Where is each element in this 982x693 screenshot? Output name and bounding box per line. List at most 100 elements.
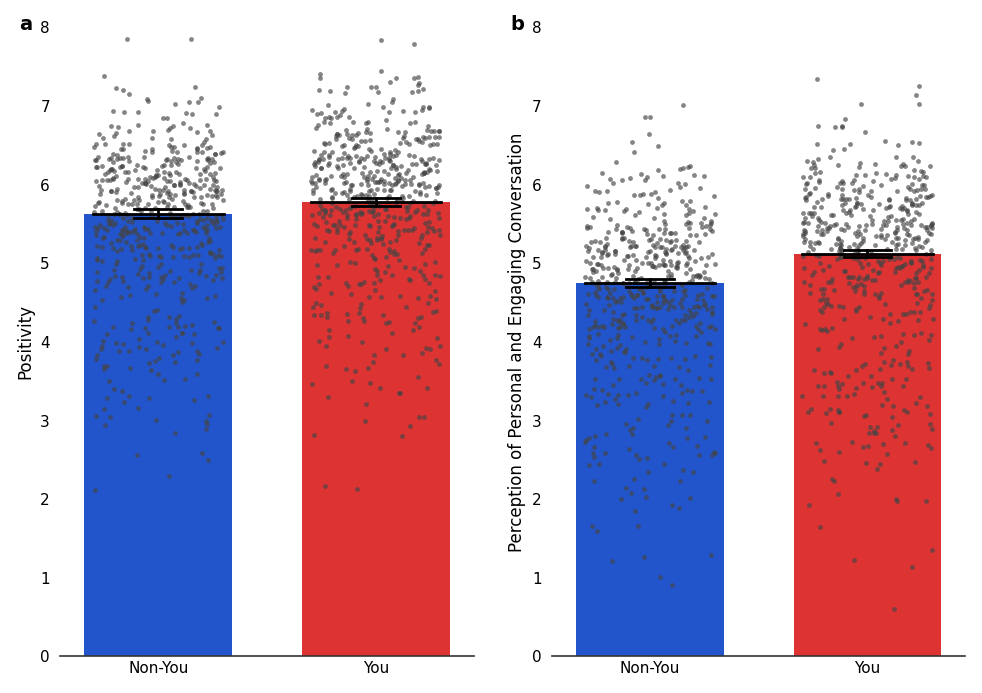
- Point: [594, 167, 610, 178]
- Point: [580, 339, 596, 350]
- Point: [100, 215, 116, 226]
- Point: [167, 179, 183, 191]
- Point: [144, 192, 160, 203]
- Point: [605, 178, 621, 189]
- Point: [671, 362, 686, 373]
- Point: [684, 310, 700, 322]
- Point: [307, 297, 323, 308]
- Point: [811, 238, 827, 249]
- Point: [923, 219, 939, 230]
- Point: [599, 186, 615, 197]
- Point: [577, 240, 593, 252]
- Point: [896, 329, 911, 340]
- Point: [848, 248, 864, 259]
- Point: [665, 396, 681, 407]
- Point: [413, 312, 429, 323]
- Point: [634, 311, 650, 322]
- Point: [633, 168, 649, 179]
- Point: [159, 175, 175, 186]
- Point: [170, 228, 186, 239]
- Point: [341, 132, 356, 143]
- Point: [161, 168, 177, 179]
- Point: [697, 299, 713, 310]
- Point: [822, 367, 838, 378]
- Point: [114, 225, 130, 236]
- Point: [184, 282, 199, 293]
- Point: [132, 203, 147, 214]
- Point: [428, 355, 444, 366]
- Point: [697, 432, 713, 443]
- Point: [361, 205, 377, 216]
- Point: [899, 308, 914, 319]
- Point: [382, 236, 398, 247]
- Point: [109, 150, 125, 161]
- Point: [427, 256, 443, 267]
- Point: [699, 304, 715, 315]
- Point: [617, 346, 632, 358]
- Point: [679, 199, 694, 210]
- Point: [134, 177, 149, 188]
- Point: [817, 218, 833, 229]
- Point: [911, 208, 927, 219]
- Point: [704, 450, 720, 461]
- Point: [630, 207, 646, 218]
- Point: [115, 231, 131, 242]
- Point: [605, 306, 621, 317]
- Point: [377, 216, 393, 227]
- Point: [797, 183, 813, 194]
- Point: [103, 153, 119, 164]
- Point: [615, 234, 630, 245]
- Point: [844, 333, 859, 344]
- Point: [589, 400, 605, 411]
- Point: [902, 306, 918, 317]
- Point: [586, 442, 602, 453]
- Point: [673, 379, 688, 390]
- Point: [149, 337, 165, 348]
- Point: [114, 161, 130, 172]
- Point: [668, 336, 683, 347]
- Point: [307, 178, 323, 189]
- Point: [920, 439, 936, 450]
- Point: [599, 238, 615, 249]
- Point: [189, 241, 204, 252]
- Point: [371, 200, 387, 211]
- Point: [357, 127, 373, 138]
- Point: [129, 229, 144, 240]
- Point: [143, 365, 159, 376]
- Point: [675, 301, 690, 313]
- Point: [407, 318, 422, 329]
- Point: [306, 430, 322, 441]
- Point: [635, 287, 651, 298]
- Point: [913, 255, 929, 266]
- Point: [906, 282, 922, 293]
- Point: [193, 192, 209, 203]
- Point: [615, 319, 630, 330]
- Point: [916, 286, 932, 297]
- Point: [657, 276, 673, 287]
- Point: [343, 288, 358, 299]
- Point: [183, 202, 198, 213]
- Point: [410, 322, 426, 333]
- Point: [124, 217, 139, 228]
- Point: [371, 159, 387, 170]
- Point: [582, 273, 598, 284]
- Point: [877, 135, 893, 146]
- Point: [353, 152, 368, 164]
- Point: [187, 82, 202, 93]
- Point: [840, 221, 855, 232]
- Point: [97, 139, 113, 150]
- Point: [890, 316, 905, 327]
- Point: [900, 224, 915, 235]
- Point: [146, 202, 162, 213]
- Point: [891, 139, 906, 150]
- Point: [317, 178, 333, 189]
- Point: [848, 170, 864, 181]
- Point: [900, 360, 916, 371]
- Point: [430, 208, 446, 219]
- Point: [94, 340, 110, 351]
- Point: [99, 393, 115, 404]
- Point: [635, 288, 651, 299]
- Point: [418, 158, 434, 169]
- Point: [168, 166, 184, 177]
- Point: [147, 289, 163, 300]
